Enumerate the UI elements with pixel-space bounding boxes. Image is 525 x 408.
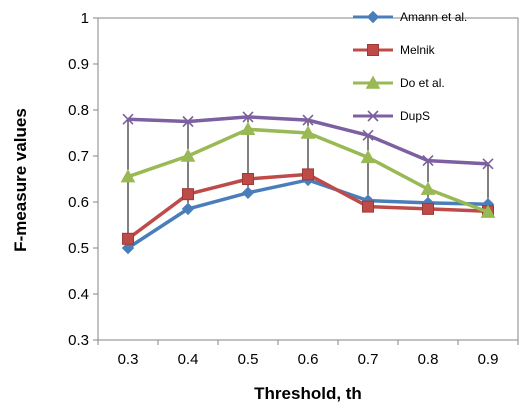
legend-marker xyxy=(365,75,381,89)
data-point xyxy=(241,186,255,200)
legend-item: Do et al. xyxy=(353,75,445,90)
legend-item: Amann et al. xyxy=(353,10,467,24)
x-tick-label: 0.6 xyxy=(298,351,319,368)
data-point xyxy=(302,114,314,126)
data-point xyxy=(302,168,314,181)
series-3 xyxy=(122,111,494,170)
data-point xyxy=(360,149,376,164)
legend-item: DupS xyxy=(353,109,430,123)
legend-marker xyxy=(367,110,379,122)
data-point xyxy=(122,232,134,245)
legend-label: Melnik xyxy=(400,43,436,57)
data-point xyxy=(362,129,374,141)
y-tick-label: 0.5 xyxy=(68,240,89,257)
legend-label: Do et al. xyxy=(400,76,445,90)
y-tick-label: 0.7 xyxy=(68,148,89,165)
data-point xyxy=(422,202,434,215)
y-tick-label: 0.8 xyxy=(68,102,89,119)
data-point xyxy=(420,181,436,195)
legend-marker xyxy=(367,44,379,56)
data-point xyxy=(182,188,194,201)
data-point xyxy=(180,148,196,162)
y-tick-label: 0.6 xyxy=(68,194,89,211)
y-tick-label: 0.9 xyxy=(68,56,89,73)
data-point xyxy=(120,169,136,183)
y-axis-title: F-measure values xyxy=(11,108,30,252)
data-point xyxy=(242,173,254,185)
legend: Amann et al. Melnik Do et al. DupS xyxy=(353,10,467,123)
x-axis: 0.3 0.4 0.5 0.6 0.7 0.8 0.9 xyxy=(97,340,519,368)
y-tick-label: 1 xyxy=(81,10,89,27)
data-point xyxy=(362,200,374,213)
legend-item: Melnik xyxy=(353,43,436,57)
x-axis-title: Threshold, th xyxy=(254,384,362,403)
legend-label: Amann et al. xyxy=(400,10,467,24)
y-tick-label: 0.3 xyxy=(68,332,89,349)
data-point xyxy=(240,121,256,136)
data-point xyxy=(242,111,254,123)
data-point xyxy=(422,155,434,167)
x-tick-label: 0.9 xyxy=(478,351,499,368)
x-tick-label: 0.3 xyxy=(118,351,139,368)
series-2 xyxy=(120,121,496,218)
y-tick-label: 0.4 xyxy=(68,286,89,303)
series-group xyxy=(120,111,496,255)
legend-marker xyxy=(366,10,380,24)
x-tick-label: 0.8 xyxy=(418,351,439,368)
data-point xyxy=(181,202,195,216)
data-point xyxy=(480,204,496,218)
x-tick-label: 0.4 xyxy=(178,351,199,368)
data-point xyxy=(482,158,494,170)
x-tick-label: 0.7 xyxy=(358,351,379,368)
x-tick-label: 0.5 xyxy=(238,351,259,368)
y-axis: 0.3 0.4 0.5 0.6 0.7 0.8 0.9 1 xyxy=(68,10,98,349)
data-point xyxy=(182,115,194,128)
data-point xyxy=(121,241,135,255)
data-point xyxy=(122,113,134,125)
data-point xyxy=(300,125,316,139)
legend-label: DupS xyxy=(400,109,430,123)
